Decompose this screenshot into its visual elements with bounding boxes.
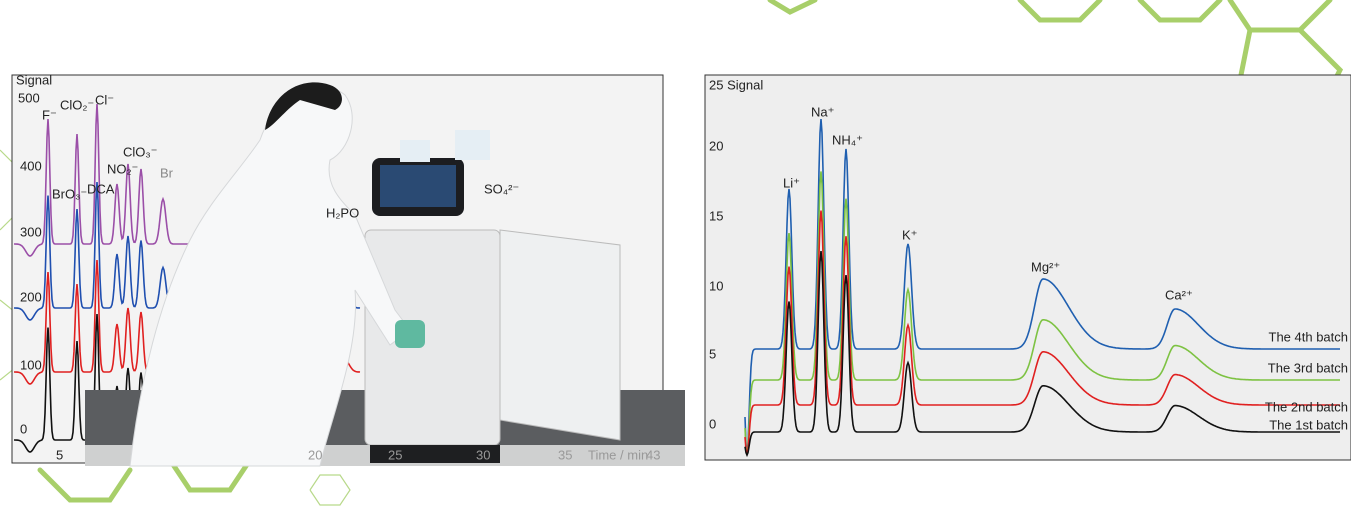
batch-label: The 4th batch (1269, 329, 1349, 344)
chromatogram-trace (744, 210, 1340, 456)
y-axis-label: Signal (16, 72, 52, 87)
peak-label: Ca²⁺ (1165, 287, 1193, 302)
x-label: 25 (388, 447, 402, 462)
y-label: 0 (709, 416, 716, 431)
peak-label: H₂PO (326, 205, 359, 220)
y-label: 500 (18, 90, 40, 105)
right-curves (744, 118, 1340, 458)
chromatogram-trace (744, 251, 1340, 458)
peak-label: K⁺ (902, 227, 918, 242)
x-label: 20 (308, 447, 322, 462)
x-label: 43 (646, 447, 660, 462)
batch-label: The 2nd batch (1265, 399, 1348, 414)
peak-label: Na⁺ (811, 104, 834, 119)
batch-label: The 3rd batch (1268, 360, 1348, 375)
peak-label: F⁻ (42, 107, 57, 122)
chromatogram-trace (744, 118, 1340, 456)
peak-label: Li⁺ (783, 175, 800, 190)
y-label: 0 (20, 421, 27, 436)
y-label: 5 (709, 346, 716, 361)
peak-label: ClO₂⁻ (60, 97, 94, 112)
y-label: 200 (20, 289, 42, 304)
peak-label: ClO₃⁻ (123, 144, 158, 159)
peak-label: Cl⁻ (95, 92, 114, 107)
x-label: 35 (558, 447, 572, 462)
y-label: 10 (709, 278, 723, 293)
chromatogram-trace (744, 171, 1340, 456)
peak-label: Mg²⁺ (1031, 259, 1060, 274)
peak-label: NO₂⁻ (107, 161, 138, 176)
y-label: 300 (20, 224, 42, 239)
y-label: 400 (20, 158, 42, 173)
peak-label: BrO₃⁻ (52, 186, 87, 201)
peak-label: DCA (87, 181, 115, 196)
right-chart-frame (704, 74, 1351, 461)
y-label: 15 (709, 208, 723, 223)
y-axis-label: 25 Signal (709, 77, 763, 92)
peak-label: Br (160, 165, 174, 180)
x-label: 5 (56, 447, 63, 462)
x-label: 30 (476, 447, 490, 462)
peak-label: SO₄²⁻ (484, 181, 519, 196)
batch-label: The 1st batch (1269, 417, 1348, 432)
peak-label: NH₄⁺ (832, 132, 863, 147)
x-axis-label: Time / min (588, 447, 648, 462)
lab-photo (85, 82, 685, 467)
y-label: 100 (20, 357, 42, 372)
y-label: 20 (709, 138, 723, 153)
